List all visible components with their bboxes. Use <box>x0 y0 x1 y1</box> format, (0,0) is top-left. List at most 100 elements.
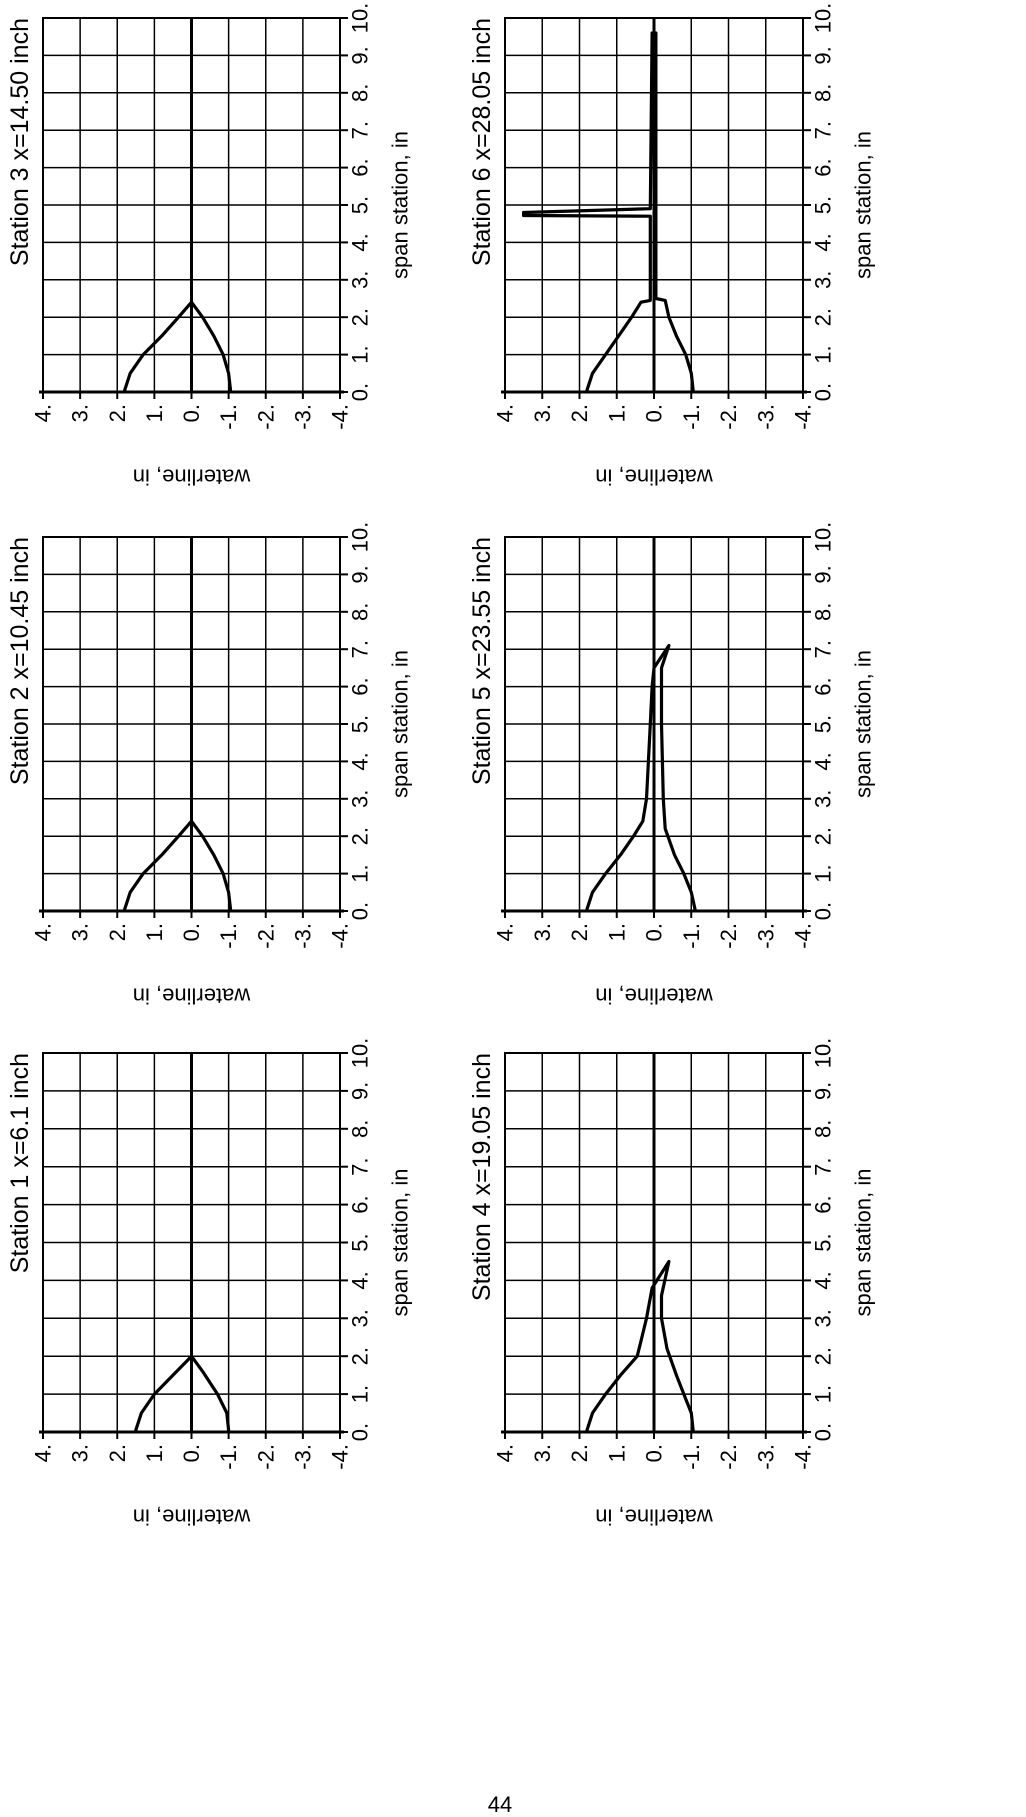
waterline-axis-title: waterline, in <box>595 1505 713 1530</box>
span-tick-label: 3. <box>811 790 836 808</box>
span-tick-label: 0. <box>348 1423 373 1441</box>
span-axis-title: span station, in <box>851 1169 876 1317</box>
waterline-tick-label: -2. <box>716 923 741 949</box>
span-tick-label: 10. <box>348 522 373 553</box>
span-tick-label: 3. <box>348 1309 373 1327</box>
span-tick-label: 4. <box>811 752 836 770</box>
waterline-tick-label: -3. <box>753 923 778 949</box>
waterline-tick-label: -4. <box>791 404 816 430</box>
waterline-tick-label: 1. <box>142 1444 167 1462</box>
span-tick-label: 8. <box>811 84 836 102</box>
span-tick-label: 3. <box>348 271 373 289</box>
span-axis-title: span station, in <box>851 131 876 279</box>
section-curve <box>585 643 697 911</box>
span-axis-title: span station, in <box>851 650 876 798</box>
waterline-tick-label: 1. <box>604 404 629 422</box>
span-tick-label: 3. <box>811 1309 836 1327</box>
span-tick-label: 5. <box>348 715 373 733</box>
waterline-tick-label: -2. <box>253 1444 278 1470</box>
span-tick-label: 6. <box>348 677 373 695</box>
station-panel-6: 4. 3. 2. 1. 0. -1. -2. -3. -4. 0. 1. 2. 3. 4. 5. 6. 7. 8.… <box>468 3 876 490</box>
span-tick-label: 2. <box>811 827 836 845</box>
span-tick-label: 9. <box>811 565 836 583</box>
waterline-tick-label: -1. <box>216 404 241 430</box>
station-panel-1: 4. 3. 2. 1. 0. -1. -2. -3. -4. 0. 1. 2. 3. 4. 5. 6. 7. 8.… <box>6 1038 413 1530</box>
span-tick-label: 4. <box>811 233 836 251</box>
waterline-tick-label: -3. <box>753 404 778 430</box>
span-tick-label: 2. <box>811 308 836 326</box>
waterline-tick-label: 2. <box>105 923 130 941</box>
waterline-tick-label: 2. <box>567 404 592 422</box>
span-tick-label: 1. <box>348 864 373 882</box>
span-tick-label: 9. <box>348 1082 373 1100</box>
chart-title: Station 1 x=6.1 inch <box>6 1053 34 1273</box>
chart-title: Station 6 x=28.05 inch <box>468 18 496 266</box>
waterline-tick-label: 3. <box>68 1444 93 1462</box>
span-tick-label: 5. <box>348 196 373 214</box>
span-tick-label: 1. <box>811 864 836 882</box>
waterline-tick-label: 1. <box>604 923 629 941</box>
span-tick-label: 2. <box>811 1347 836 1365</box>
waterline-tick-label: -1. <box>216 1444 241 1470</box>
section-curve <box>522 31 695 392</box>
station-panel-2: 4. 3. 2. 1. 0. -1. -2. -3. -4. 0. 1. 2. 3. 4. 5. 6. 7. 8.… <box>6 522 413 1009</box>
span-tick-label: 6. <box>348 1195 373 1213</box>
waterline-tick-label: 1. <box>604 1444 629 1462</box>
waterline-tick-label: 1. <box>142 404 167 422</box>
waterline-tick-label: 4. <box>31 923 56 941</box>
span-axis-title: span station, in <box>388 131 413 279</box>
span-tick-label: 10. <box>348 1038 373 1069</box>
span-tick-label: 0. <box>348 902 373 920</box>
waterline-tick-label: 4. <box>493 404 518 422</box>
span-tick-label: 10. <box>348 3 373 34</box>
waterline-tick-label: 3. <box>68 923 93 941</box>
span-tick-label: 0. <box>348 383 373 401</box>
waterline-tick-label: 3. <box>530 404 555 422</box>
waterline-tick-label: 4. <box>493 1444 518 1462</box>
waterline-axis-title: waterline, in <box>595 984 713 1009</box>
span-axis-title: span station, in <box>388 650 413 798</box>
span-tick-label: 0. <box>811 383 836 401</box>
span-tick-label: 1. <box>811 1385 836 1403</box>
span-tick-label: 9. <box>811 46 836 64</box>
span-tick-label: 9. <box>348 565 373 583</box>
station-panel-5: 4. 3. 2. 1. 0. -1. -2. -3. -4. 0. 1. 2. 3. 4. 5. 6. 7. 8.… <box>468 522 876 1009</box>
waterline-axis-title: waterline, in <box>133 465 251 490</box>
waterline-tick-label: -4. <box>791 923 816 949</box>
span-tick-label: 6. <box>811 677 836 695</box>
span-tick-label: 9. <box>348 46 373 64</box>
waterline-tick-label: 0. <box>179 1444 204 1462</box>
span-tick-label: 4. <box>348 1271 373 1289</box>
section-curve <box>123 819 233 911</box>
chart-title: Station 2 x=10.45 inch <box>6 537 34 785</box>
span-tick-label: 7. <box>348 1158 373 1176</box>
waterline-tick-label: 4. <box>31 1444 56 1462</box>
span-tick-label: 6. <box>811 158 836 176</box>
waterline-tick-label: -2. <box>716 1444 741 1470</box>
waterline-tick-label: -2. <box>253 923 278 949</box>
waterline-axis-title: waterline, in <box>133 1505 251 1530</box>
waterline-tick-label: -1. <box>216 923 241 949</box>
waterline-tick-label: 3. <box>530 923 555 941</box>
span-tick-label: 7. <box>348 121 373 139</box>
span-tick-label: 10. <box>811 522 836 553</box>
waterline-tick-label: -3. <box>290 1444 315 1470</box>
waterline-tick-label: 2. <box>105 1444 130 1462</box>
span-tick-label: 4. <box>348 233 373 251</box>
waterline-tick-label: -4. <box>791 1444 816 1470</box>
waterline-tick-label: 0. <box>642 404 667 422</box>
waterline-axis-title: waterline, in <box>133 984 251 1009</box>
waterline-tick-label: 2. <box>567 923 592 941</box>
waterline-tick-label: -1. <box>679 404 704 430</box>
waterline-tick-label: 4. <box>493 923 518 941</box>
waterline-tick-label: 2. <box>105 404 130 422</box>
waterline-tick-label: -1. <box>679 1444 704 1470</box>
span-tick-label: 3. <box>811 271 836 289</box>
chart-title: Station 4 x=19.05 inch <box>468 1053 496 1301</box>
span-tick-label: 1. <box>348 345 373 363</box>
waterline-tick-label: 0. <box>642 1444 667 1462</box>
span-tick-label: 10. <box>811 3 836 34</box>
span-tick-label: 4. <box>811 1271 836 1289</box>
chart-title: Station 3 x=14.50 inch <box>6 18 34 266</box>
waterline-tick-label: 3. <box>530 1444 555 1462</box>
